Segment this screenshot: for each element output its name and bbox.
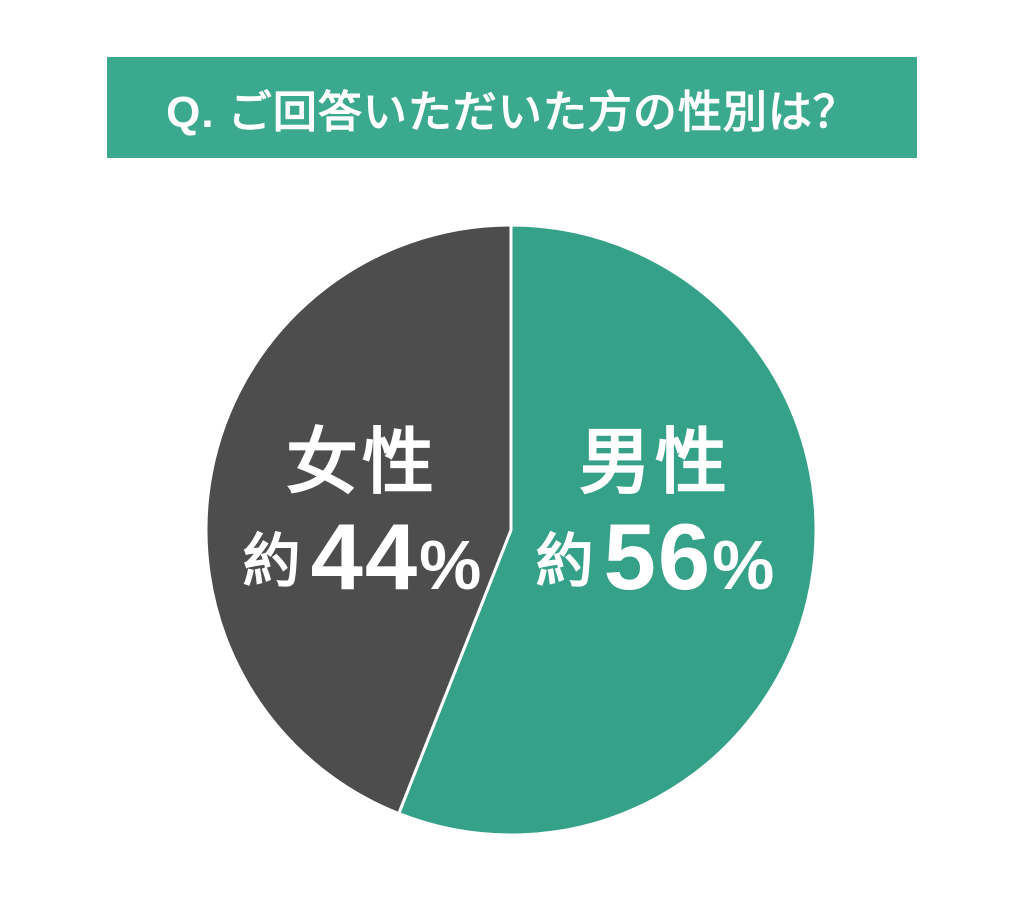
label-female: 女性 約 44% (242, 423, 482, 604)
label-female-percent-sign: % (419, 525, 482, 604)
question-title: Q. ご回答いただいた方の性別は？ (166, 87, 858, 137)
pie-slice-male (397, 223, 818, 837)
label-male-name: 男性 (578, 423, 732, 503)
label-male-percent-sign: % (712, 525, 775, 604)
label-male-number: 56 (603, 503, 713, 609)
pie-slice-female (204, 223, 513, 816)
label-male-approx: 約 (535, 528, 594, 594)
label-male: 男性 約 56% (535, 423, 775, 604)
label-female-name: 女性 (285, 423, 439, 503)
question-banner: Q. ご回答いただいた方の性別は？ (107, 57, 917, 158)
label-male-value: 約 56% (535, 509, 775, 604)
label-female-value: 約 44% (242, 509, 482, 604)
label-female-number: 44 (310, 503, 420, 609)
label-female-approx: 約 (242, 528, 301, 594)
pie-svg (204, 223, 818, 837)
